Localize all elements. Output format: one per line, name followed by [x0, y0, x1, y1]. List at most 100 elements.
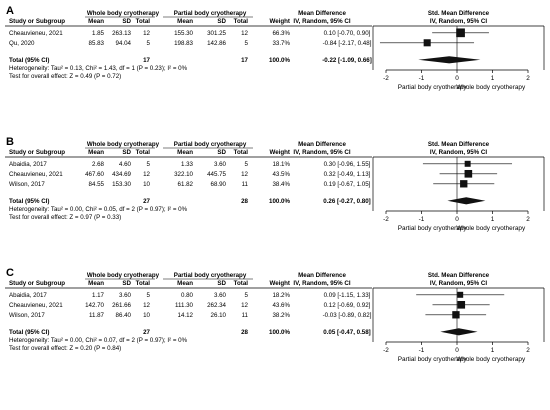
panel-c-header-study: Study or Subgroup	[9, 280, 65, 287]
panel-b-study-3-g1-mean: 84.55	[89, 181, 105, 188]
panel-a-header-group2: Partial body cryotherapy	[174, 10, 247, 17]
panel-c-study-3-marker	[452, 311, 460, 319]
panel-a-study-2-marker	[423, 39, 431, 47]
panel-b-study-3-g2-total: 11	[242, 181, 249, 188]
panel-a-tick-label-1: -1	[419, 75, 425, 82]
panel-b-study-2-name: Cheauvieneu, 2021	[9, 171, 63, 178]
panel-a-total-diamond	[418, 56, 481, 64]
panel-b-study-1-marker	[464, 160, 471, 167]
panel-b-header-total-1: Total	[136, 149, 151, 156]
panel-c-study-2-name: Cheauvieneu, 2021	[9, 302, 63, 309]
panel-b-study-2-g2-total: 12	[241, 171, 248, 178]
panel-c-study-1-g1-sd: 3.60	[119, 292, 132, 299]
panel-c-header-total-1: Total	[136, 280, 151, 287]
panel-b-header-mean-1: Mean	[88, 149, 104, 156]
panel-c-study-1-ci-text: 0.09 [-1.15, 1.33]	[324, 292, 371, 299]
panel-a-study-2-g1-mean: 85.83	[89, 40, 105, 47]
panel-b-favours-left: Partial body cryotherapy	[398, 225, 468, 232]
panel-b-header-md-2: IV, Random, 95% CI	[293, 149, 350, 156]
panel-b-header-study: Study or Subgroup	[9, 149, 65, 156]
panel-b-header-md-1: Mean Difference	[298, 141, 346, 148]
panel-c-tick-label-0: -2	[383, 347, 389, 354]
panel-a-header-total-2: Total	[234, 18, 249, 25]
panel-c-study-1-marker	[457, 291, 464, 298]
panel-c-header-group1: Whole body cryotherapy	[87, 272, 160, 279]
panel-b-tick-label-2: 0	[455, 216, 459, 223]
panel-c-study-1-g2-mean: 0.80	[181, 292, 194, 299]
panel-c-header-sd-1: SD	[122, 280, 131, 287]
panel-c-study-2-g2-sd: 262.34	[207, 302, 226, 309]
panel-b-study-1-ci-text: 0.30 [-0.96, 1.55]	[324, 161, 371, 168]
panel-a-label: A	[6, 5, 14, 17]
panel-b-heterogeneity: Heterogeneity: Tau² = 0.00, Chi² = 0.05,…	[9, 206, 188, 213]
panel-c-study-3-g1-total: 10	[143, 312, 150, 319]
panel-c-overall-test: Test for overall effect: Z = 0.20 (P = 0…	[9, 345, 121, 352]
panel-b-header-total-2: Total	[234, 149, 249, 156]
panel-b-header-group2: Partial body cryotherapy	[174, 141, 247, 148]
panel-c-tick-label-3: 1	[491, 347, 495, 354]
panel-a-study-1-weight: 66.3%	[272, 30, 290, 37]
panel-a-header-sd-2: SD	[217, 18, 226, 25]
panel-a-study-2-g1-total: 5	[147, 40, 151, 47]
panel-b-study-1-g1-sd: 4.60	[119, 161, 132, 168]
panel-b-study-1-g1-mean: 2.68	[92, 161, 105, 168]
panel-a-tick-label-3: 1	[491, 75, 495, 82]
panel-c-total-g1-total: 27	[143, 329, 150, 336]
panel-a-tick-label-0: -2	[383, 75, 389, 82]
panel-b-study-3-g1-total: 10	[143, 181, 150, 188]
panel-b-study-1-g2-sd: 3.60	[214, 161, 227, 168]
panel-b-total-ci-text: 0.26 [-0.27, 0.80]	[323, 198, 370, 205]
panel-b-study-1-g2-mean: 1.33	[181, 161, 194, 168]
panel-b-header-smd-2: IV, Random, 95% CI	[430, 149, 487, 156]
panel-a-total-ci-text: -0.22 [-1.09, 0.66]	[322, 57, 372, 64]
panel-c-study-2-weight: 43.6%	[272, 302, 290, 309]
panel-b-header-weight: Weight	[269, 149, 290, 156]
panel-a-heterogeneity: Heterogeneity: Tau² = 0.13, Chi² = 1.43,…	[9, 65, 188, 72]
panel-b-label: B	[6, 136, 14, 148]
panel-c-study-3-name: Wilson, 2017	[9, 312, 45, 319]
panel-c-study-2-g1-mean: 142.70	[85, 302, 104, 309]
panel-c-header-sd-2: SD	[217, 280, 226, 287]
panel-b-overall-test: Test for overall effect: Z = 0.97 (P = 0…	[9, 214, 121, 221]
panel-c-tick-label-1: -1	[419, 347, 425, 354]
panel-c-total-g2-total: 28	[241, 329, 248, 336]
panel-a-header-smd-2: IV, Random, 95% CI	[430, 18, 487, 25]
panel-b-study-2-g1-sd: 434.69	[112, 171, 131, 178]
panel-a-study-2-ci-text: -0.84 [-2.17, 0.48]	[323, 40, 372, 47]
panel-c-total-label: Total (95% CI)	[9, 329, 49, 336]
panel-b-header-mean-2: Mean	[177, 149, 193, 156]
panel-a-study-2-g2-total: 5	[245, 40, 249, 47]
panel-c-study-2-g1-sd: 261.66	[112, 302, 131, 309]
panel-b-study-1-weight: 18.1%	[272, 161, 290, 168]
panel-b-tick-label-3: 1	[491, 216, 495, 223]
panel-c-header-total-2: Total	[234, 280, 249, 287]
panel-a-header-weight: Weight	[269, 18, 290, 25]
panel-a-study-1-g2-total: 12	[241, 30, 248, 37]
panel-a-favours-left: Partial body cryotherapy	[398, 84, 468, 91]
panel-c-favours-right: Whole body cryotherapy	[456, 356, 526, 363]
panel-c-study-3-g1-mean: 11.87	[89, 312, 105, 319]
panel-a-study-2-g2-mean: 198.83	[174, 40, 193, 47]
panel-b-total-g1-total: 27	[143, 198, 150, 205]
panel-b-study-1-g1-total: 5	[147, 161, 151, 168]
panel-c-study-1-name: Abaidia, 2017	[9, 292, 47, 299]
panel-a-study-2-g2-sd: 142.86	[207, 40, 226, 47]
panel-b-study-3-marker	[460, 180, 468, 188]
panel-c-study-2-g2-mean: 111.30	[175, 302, 194, 309]
panel-a-study-1-name: Cheauvieneu, 2021	[9, 30, 63, 37]
panel-a-header-group1: Whole body cryotherapy	[87, 10, 160, 17]
panel-a-header-mean-2: Mean	[177, 18, 193, 25]
panel-a-tick-label-2: 0	[455, 75, 459, 82]
panel-c-study-1-g1-total: 5	[147, 292, 151, 299]
panel-b-study-3-g2-mean: 61.82	[178, 181, 194, 188]
panel-b-study-2-ci-text: 0.32 [-0.49, 1.13]	[324, 171, 371, 178]
panel-a-study-2-weight: 33.7%	[272, 40, 290, 47]
panel-a-study-2-name: Qu, 2020	[9, 40, 35, 47]
panel-b-favours-right: Whole body cryotherapy	[456, 225, 526, 232]
panel-b-study-2-g2-mean: 322.10	[174, 171, 193, 178]
panel-b-study-3-weight: 38.4%	[272, 181, 290, 188]
panel-a-overall-test: Test for overall effect: Z = 0.49 (P = 0…	[9, 73, 121, 80]
panel-c-study-3-g2-total: 11	[242, 312, 249, 319]
panel-a-header-sd-1: SD	[122, 18, 131, 25]
panel-a-study-1-ci-text: 0.10 [-0.70, 0.90]	[324, 30, 371, 37]
